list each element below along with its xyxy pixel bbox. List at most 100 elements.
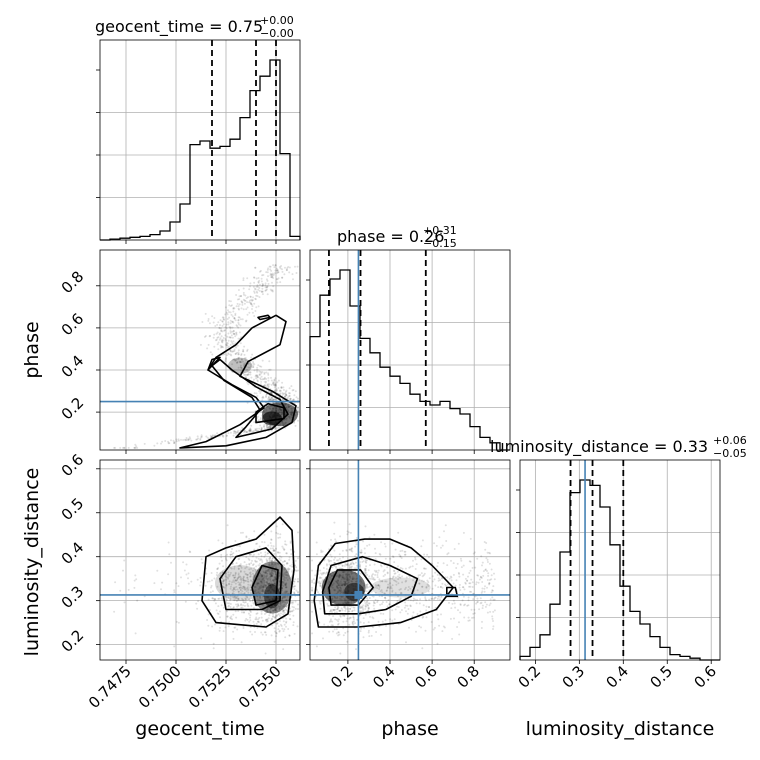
sample-point bbox=[234, 342, 237, 345]
sample-point bbox=[335, 628, 338, 631]
sample-point bbox=[366, 573, 369, 576]
sample-point bbox=[266, 618, 269, 621]
sample-point bbox=[278, 390, 281, 393]
sample-point bbox=[235, 550, 238, 553]
sample-point bbox=[363, 600, 366, 602]
sample-point bbox=[279, 623, 282, 626]
sample-point bbox=[264, 289, 267, 292]
sample-point bbox=[375, 569, 378, 572]
sample-point bbox=[173, 442, 176, 445]
sample-point bbox=[408, 576, 411, 578]
sample-point bbox=[265, 286, 268, 289]
sample-point bbox=[230, 313, 233, 316]
sample-point bbox=[282, 600, 284, 603]
sample-point bbox=[271, 618, 274, 621]
sample-point bbox=[335, 611, 338, 614]
sample-point bbox=[239, 563, 242, 566]
sample-point bbox=[350, 563, 353, 566]
sample-point bbox=[229, 585, 232, 588]
sample-point bbox=[222, 580, 225, 583]
sample-point bbox=[441, 544, 444, 547]
sample-point bbox=[488, 604, 491, 607]
sample-point bbox=[231, 363, 234, 366]
sample-point bbox=[246, 576, 249, 579]
sample-point bbox=[335, 618, 338, 621]
sample-point bbox=[434, 571, 437, 574]
sample-point bbox=[227, 332, 230, 335]
sample-point bbox=[283, 591, 286, 594]
sample-point bbox=[224, 555, 227, 558]
sample-point bbox=[231, 341, 234, 344]
sample-point bbox=[326, 564, 328, 567]
sample-point bbox=[288, 617, 291, 620]
sample-point bbox=[261, 588, 264, 591]
sample-point bbox=[269, 575, 272, 578]
sample-point bbox=[286, 579, 289, 581]
sample-point bbox=[390, 587, 393, 590]
sample-point bbox=[269, 274, 272, 277]
sample-point bbox=[404, 604, 407, 607]
sample-point bbox=[253, 392, 256, 395]
sample-point bbox=[467, 604, 470, 607]
sample-point bbox=[265, 577, 268, 580]
sample-point bbox=[398, 598, 401, 601]
sample-point bbox=[336, 559, 338, 562]
title-phase-minus: −0.15 bbox=[423, 237, 457, 250]
sample-point bbox=[243, 429, 246, 432]
sample-point bbox=[195, 602, 198, 605]
sample-point bbox=[476, 600, 479, 603]
sample-point bbox=[285, 574, 288, 576]
sample-point bbox=[227, 321, 230, 324]
sample-point bbox=[368, 543, 371, 546]
sample-point bbox=[297, 603, 299, 606]
sample-point bbox=[208, 335, 211, 338]
contour-line bbox=[219, 547, 283, 611]
sample-point bbox=[478, 608, 481, 611]
sample-point bbox=[263, 555, 266, 558]
sample-point bbox=[261, 371, 264, 373]
sample-point bbox=[250, 431, 253, 434]
sample-point bbox=[231, 320, 234, 323]
sample-point bbox=[243, 601, 246, 604]
sample-point bbox=[236, 298, 239, 301]
sample-point bbox=[446, 576, 449, 579]
sample-point bbox=[260, 291, 263, 293]
sample-point bbox=[266, 579, 269, 581]
sample-point bbox=[373, 602, 376, 605]
xlabel-phase: phase bbox=[381, 718, 438, 740]
sample-point bbox=[254, 288, 257, 291]
sample-point bbox=[270, 565, 273, 568]
sample-point bbox=[281, 392, 284, 394]
sample-point bbox=[256, 394, 259, 397]
sample-point bbox=[277, 387, 280, 389]
sample-point bbox=[278, 396, 281, 399]
sample-point bbox=[292, 582, 295, 585]
sample-point bbox=[399, 611, 402, 614]
sample-point bbox=[185, 438, 188, 441]
sample-point bbox=[288, 395, 291, 398]
sample-point bbox=[241, 426, 243, 429]
sample-point bbox=[266, 426, 269, 429]
sample-point bbox=[257, 364, 260, 367]
sample-point bbox=[222, 606, 225, 609]
sample-point bbox=[291, 563, 294, 566]
sample-point bbox=[255, 285, 258, 288]
sample-point bbox=[248, 568, 251, 571]
sample-point bbox=[281, 276, 284, 279]
sample-point bbox=[469, 585, 472, 588]
sample-point bbox=[230, 567, 233, 570]
sample-point bbox=[285, 586, 288, 589]
sample-point bbox=[269, 426, 272, 429]
sample-point bbox=[266, 572, 269, 575]
sample-point bbox=[221, 542, 224, 545]
sample-point bbox=[414, 568, 417, 570]
sample-point bbox=[266, 620, 269, 623]
sample-point bbox=[278, 557, 281, 560]
hist-outline bbox=[100, 59, 301, 241]
sample-point bbox=[245, 563, 248, 566]
sample-point bbox=[236, 344, 239, 347]
sample-point bbox=[471, 566, 474, 569]
sample-point bbox=[204, 584, 207, 587]
sample-point bbox=[237, 316, 240, 319]
sample-point bbox=[274, 427, 277, 430]
